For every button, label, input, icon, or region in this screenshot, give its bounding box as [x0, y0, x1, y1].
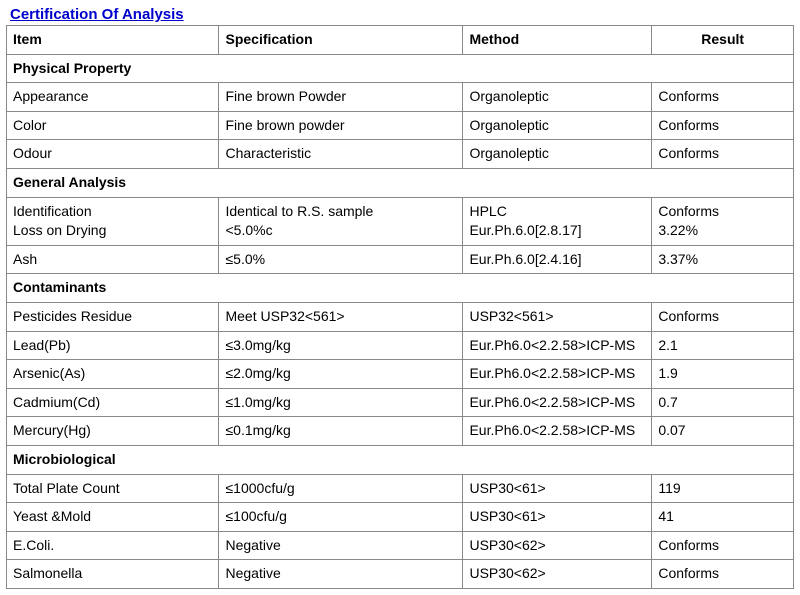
cell-item: Mercury(Hg) [7, 417, 219, 446]
cell-method: USP32<561> [463, 302, 652, 331]
cell-item: E.Coli. [7, 531, 219, 560]
cell-result: 119 [652, 474, 794, 503]
cell-item: Ash [7, 245, 219, 274]
cell-spec: ≤5.0% [219, 245, 463, 274]
header-spec: Specification [219, 26, 463, 55]
section-micro: Microbiological [7, 445, 794, 474]
section-contaminants: Contaminants [7, 274, 794, 303]
cell-text: Loss on Drying [13, 222, 106, 238]
cell-text: Identification [13, 203, 92, 219]
coa-table: Item Specification Method Result Physica… [6, 25, 794, 589]
table-row: E.Coli. Negative USP30<62> Conforms [7, 531, 794, 560]
cell-result: Conforms [652, 531, 794, 560]
section-label: General Analysis [7, 168, 794, 197]
header-item: Item [7, 26, 219, 55]
cell-result: 41 [652, 503, 794, 532]
cell-method: USP30<61> [463, 503, 652, 532]
table-row: Mercury(Hg) ≤0.1mg/kg Eur.Ph6.0<2.2.58>I… [7, 417, 794, 446]
header-row: Item Specification Method Result [7, 26, 794, 55]
cell-method: Eur.Ph6.0<2.2.58>ICP-MS [463, 417, 652, 446]
cell-method: Eur.Ph6.0<2.2.58>ICP-MS [463, 388, 652, 417]
table-row: Lead(Pb) ≤3.0mg/kg Eur.Ph6.0<2.2.58>ICP-… [7, 331, 794, 360]
cell-text: <5.0%c [225, 222, 272, 238]
cell-spec: Fine brown powder [219, 111, 463, 140]
cell-result: Conforms [652, 140, 794, 169]
cell-text: HPLC [469, 203, 506, 219]
cell-text: 3.22% [658, 222, 698, 238]
cell-result: 2.1 [652, 331, 794, 360]
cell-spec: Meet USP32<561> [219, 302, 463, 331]
section-label: Physical Property [7, 54, 794, 83]
cell-result: 0.7 [652, 388, 794, 417]
cell-method: Eur.Ph6.0<2.2.58>ICP-MS [463, 331, 652, 360]
cell-item: Lead(Pb) [7, 331, 219, 360]
cell-item: Total Plate Count [7, 474, 219, 503]
cell-spec: Characteristic [219, 140, 463, 169]
cell-spec: Negative [219, 531, 463, 560]
cell-item: Cadmium(Cd) [7, 388, 219, 417]
cell-method: USP30<61> [463, 474, 652, 503]
cell-text: Identical to R.S. sample [225, 203, 373, 219]
header-result: Result [652, 26, 794, 55]
cell-method: HPLC Eur.Ph.6.0[2.8.17] [463, 197, 652, 245]
table-row: Arsenic(As) ≤2.0mg/kg Eur.Ph6.0<2.2.58>I… [7, 360, 794, 389]
cell-method: Eur.Ph.6.0[2.4.16] [463, 245, 652, 274]
cell-method: Organoleptic [463, 83, 652, 112]
cell-result: Conforms [652, 83, 794, 112]
cell-result: Conforms [652, 111, 794, 140]
cell-method: USP30<62> [463, 560, 652, 589]
section-physical: Physical Property [7, 54, 794, 83]
table-row: Salmonella Negative USP30<62> Conforms [7, 560, 794, 589]
cell-spec: ≤2.0mg/kg [219, 360, 463, 389]
section-label: Contaminants [7, 274, 794, 303]
cell-spec: ≤1.0mg/kg [219, 388, 463, 417]
table-row: Odour Characteristic Organoleptic Confor… [7, 140, 794, 169]
table-row: Cadmium(Cd) ≤1.0mg/kg Eur.Ph6.0<2.2.58>I… [7, 388, 794, 417]
cell-method: USP30<62> [463, 531, 652, 560]
cell-method: Eur.Ph6.0<2.2.58>ICP-MS [463, 360, 652, 389]
cell-method: Organoleptic [463, 140, 652, 169]
cell-item: Pesticides Residue [7, 302, 219, 331]
cell-result: Conforms [652, 302, 794, 331]
table-row: Yeast &Mold ≤100cfu/g USP30<61> 41 [7, 503, 794, 532]
table-row: Identification Loss on Drying Identical … [7, 197, 794, 245]
cell-item: Identification Loss on Drying [7, 197, 219, 245]
cell-result: Conforms [652, 560, 794, 589]
cell-result: 0.07 [652, 417, 794, 446]
table-row: Total Plate Count ≤1000cfu/g USP30<61> 1… [7, 474, 794, 503]
cell-item: Color [7, 111, 219, 140]
cell-method: Organoleptic [463, 111, 652, 140]
cell-item: Salmonella [7, 560, 219, 589]
cell-item: Appearance [7, 83, 219, 112]
cell-text: Eur.Ph.6.0[2.8.17] [469, 222, 581, 238]
document-title: Certification Of Analysis [6, 6, 794, 23]
cell-result: 1.9 [652, 360, 794, 389]
table-row: Color Fine brown powder Organoleptic Con… [7, 111, 794, 140]
cell-item: Odour [7, 140, 219, 169]
cell-spec: Fine brown Powder [219, 83, 463, 112]
cell-result: Conforms 3.22% [652, 197, 794, 245]
cell-spec: ≤0.1mg/kg [219, 417, 463, 446]
cell-spec: Identical to R.S. sample <5.0%c [219, 197, 463, 245]
cell-item: Arsenic(As) [7, 360, 219, 389]
cell-spec: Negative [219, 560, 463, 589]
cell-spec: ≤100cfu/g [219, 503, 463, 532]
cell-spec: ≤1000cfu/g [219, 474, 463, 503]
cell-result: 3.37% [652, 245, 794, 274]
table-row: Pesticides Residue Meet USP32<561> USP32… [7, 302, 794, 331]
table-row: Appearance Fine brown Powder Organolepti… [7, 83, 794, 112]
cell-item: Yeast &Mold [7, 503, 219, 532]
section-label: Microbiological [7, 445, 794, 474]
table-row: Ash ≤5.0% Eur.Ph.6.0[2.4.16] 3.37% [7, 245, 794, 274]
section-general: General Analysis [7, 168, 794, 197]
cell-spec: ≤3.0mg/kg [219, 331, 463, 360]
cell-text: Conforms [658, 203, 719, 219]
header-method: Method [463, 26, 652, 55]
